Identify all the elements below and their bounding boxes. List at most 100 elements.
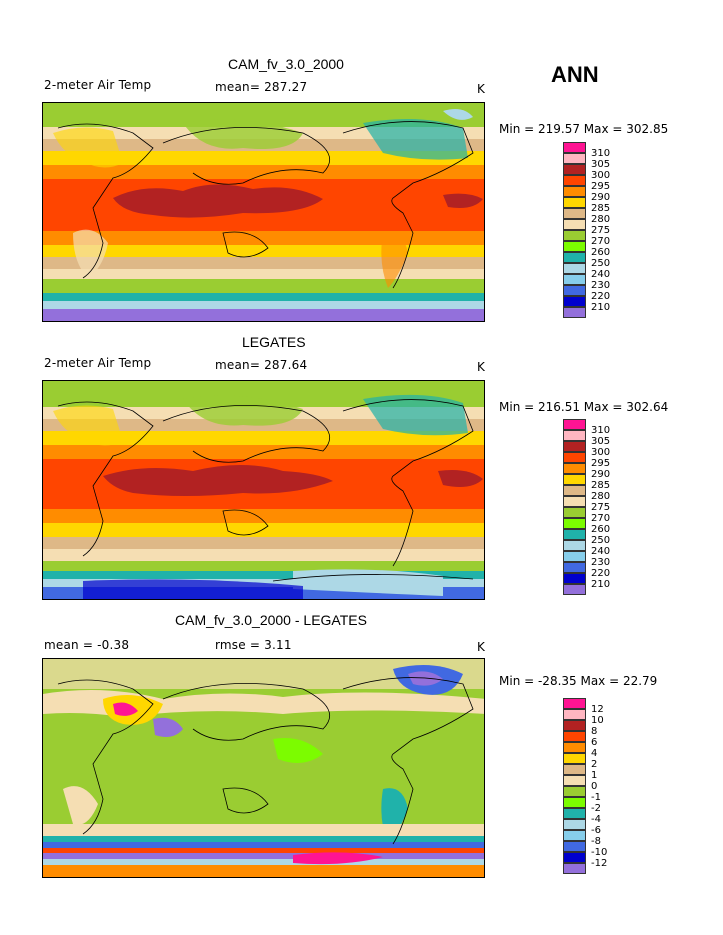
- legend-3-swatch-3: [563, 731, 586, 742]
- legend-2-label-8: 270: [591, 513, 611, 524]
- legend-1-swatch-3: [563, 175, 586, 186]
- panel-1-mean: mean= 287.27: [215, 80, 308, 94]
- legend-2-swatch-2: [563, 441, 586, 452]
- panel-2-mean: mean= 287.64: [215, 358, 308, 372]
- legend-3-label-14: -12: [591, 858, 608, 869]
- legend-2-label-13: 220: [591, 568, 611, 579]
- legend-1-label-12: 230: [591, 280, 611, 291]
- legend-2-label-10: 250: [591, 535, 611, 546]
- legend-3-swatch-2: [563, 720, 586, 731]
- legend-3-label-7: 0: [591, 781, 598, 792]
- legend-1-swatch-12: [563, 274, 586, 285]
- legend-3-label-3: 6: [591, 737, 598, 748]
- legend-2-label-11: 240: [591, 546, 611, 557]
- legend-1-swatch-11: [563, 263, 586, 274]
- legend-1-label-2: 300: [591, 170, 611, 181]
- legend-2-label-7: 275: [591, 502, 611, 513]
- legend-1-label-9: 260: [591, 247, 611, 258]
- panel-1-map: [42, 102, 485, 322]
- legend-3-swatch-14: [563, 852, 586, 863]
- legend-2-swatch-4: [563, 463, 586, 474]
- legend-3-swatch-10: [563, 808, 586, 819]
- legend-1-label-1: 305: [591, 159, 611, 170]
- legend-2-label-0: 310: [591, 425, 611, 436]
- legend-2-label-1: 305: [591, 436, 611, 447]
- legend-1-swatch-10: [563, 252, 586, 263]
- panel-2-units: K: [477, 360, 486, 374]
- legend-2-label-6: 280: [591, 491, 611, 502]
- legend-1-swatch-14: [563, 296, 586, 307]
- legend-3-label-9: -2: [591, 803, 601, 814]
- season-label: ANN: [551, 62, 599, 87]
- legend-2-label-12: 230: [591, 557, 611, 568]
- panel-1-title: CAM_fv_3.0_2000: [228, 56, 344, 72]
- legend-3-label-8: -1: [591, 792, 601, 803]
- legend-2-swatch-6: [563, 485, 586, 496]
- legend-3-swatch-13: [563, 841, 586, 852]
- panel-3-minmax: Min = -28.35 Max = 22.79: [499, 674, 658, 688]
- legend-2-swatch-11: [563, 540, 586, 551]
- legend-1-label-10: 250: [591, 258, 611, 269]
- panel-2-variable: 2-meter Air Temp: [44, 356, 152, 370]
- legend-3-swatch-1: [563, 709, 586, 720]
- legend-1-swatch-2: [563, 164, 586, 175]
- panel-3-title: CAM_fv_3.0_2000 - LEGATES: [175, 612, 367, 628]
- panel-1-units: K: [477, 82, 486, 96]
- legend-3-label-4: 4: [591, 748, 598, 759]
- legend-2-swatch-10: [563, 529, 586, 540]
- legend-3-label-0: 12: [591, 704, 604, 715]
- legend-3-swatch-6: [563, 764, 586, 775]
- legend-2-swatch-14: [563, 573, 586, 584]
- legend-1-label-4: 290: [591, 192, 611, 203]
- legend-1-swatch-0: [563, 142, 586, 153]
- legend-1-label-3: 295: [591, 181, 611, 192]
- panel-3-rmse: rmse = 3.11: [215, 638, 292, 652]
- legend-1-swatch-15: [563, 307, 586, 318]
- legend-1-swatch-4: [563, 186, 586, 197]
- legend-3-label-6: 1: [591, 770, 598, 781]
- legend-1-swatch-6: [563, 208, 586, 219]
- legend-2-label-9: 260: [591, 524, 611, 535]
- legend-2-swatch-13: [563, 562, 586, 573]
- legend-1-swatch-1: [563, 153, 586, 164]
- legend-1-label-0: 310: [591, 148, 611, 159]
- legend-1-swatch-13: [563, 285, 586, 296]
- legend-1-label-14: 210: [591, 302, 611, 313]
- legend-3-label-1: 10: [591, 715, 604, 726]
- legend-3-label-11: -6: [591, 825, 601, 836]
- legend-2-label-4: 290: [591, 469, 611, 480]
- legend-1-swatch-5: [563, 197, 586, 208]
- legend-1-swatch-9: [563, 241, 586, 252]
- legend-2-swatch-8: [563, 507, 586, 518]
- legend-3-swatch-12: [563, 830, 586, 841]
- legend-2-swatch-0: [563, 419, 586, 430]
- panel-2-title: LEGATES: [242, 334, 306, 350]
- legend-2-swatch-7: [563, 496, 586, 507]
- panel-1-minmax: Min = 219.57 Max = 302.85: [499, 122, 669, 136]
- legend-3-swatch-8: [563, 786, 586, 797]
- panel-2-minmax: Min = 216.51 Max = 302.64: [499, 400, 669, 414]
- legend-3-swatch-7: [563, 775, 586, 786]
- legend-2-label-5: 285: [591, 480, 611, 491]
- legend-2-label-3: 295: [591, 458, 611, 469]
- legend-1-swatch-8: [563, 230, 586, 241]
- legend-2-label-14: 210: [591, 579, 611, 590]
- panel-3-mean: mean = -0.38: [44, 638, 130, 652]
- legend-2-swatch-15: [563, 584, 586, 595]
- legend-1-label-13: 220: [591, 291, 611, 302]
- legend-2-swatch-3: [563, 452, 586, 463]
- legend-1-label-5: 285: [591, 203, 611, 214]
- legend-1-label-6: 280: [591, 214, 611, 225]
- panel-2-map: [42, 380, 485, 600]
- legend-2-swatch-5: [563, 474, 586, 485]
- legend-1-label-7: 275: [591, 225, 611, 236]
- legend-1-label-8: 270: [591, 236, 611, 247]
- legend-3-swatch-9: [563, 797, 586, 808]
- legend-3-swatch-5: [563, 753, 586, 764]
- legend-3-label-2: 8: [591, 726, 598, 737]
- legend-3-swatch-4: [563, 742, 586, 753]
- panel-1-variable: 2-meter Air Temp: [44, 78, 152, 92]
- legend-2-swatch-1: [563, 430, 586, 441]
- legend-1-label-11: 240: [591, 269, 611, 280]
- legend-3-swatch-0: [563, 698, 586, 709]
